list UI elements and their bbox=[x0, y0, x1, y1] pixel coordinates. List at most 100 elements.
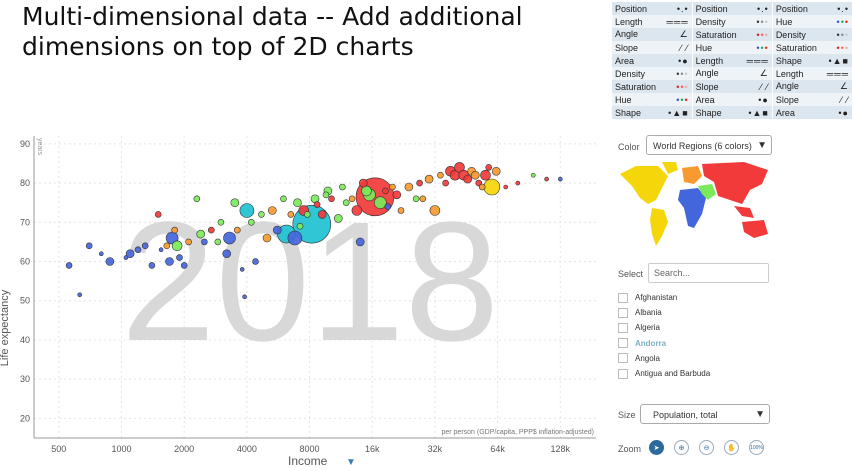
bubble[interactable] bbox=[296, 222, 304, 230]
bubble[interactable] bbox=[272, 225, 282, 235]
checkbox[interactable] bbox=[618, 368, 628, 379]
map-region-africa[interactable] bbox=[678, 188, 706, 228]
bubble[interactable] bbox=[180, 262, 188, 269]
bubble[interactable] bbox=[105, 257, 115, 266]
country-list-item[interactable]: Andorra bbox=[618, 336, 848, 351]
zoom-in-icon[interactable]: ⊕ bbox=[674, 440, 689, 455]
bubble[interactable] bbox=[77, 292, 82, 298]
bubble[interactable] bbox=[392, 190, 402, 200]
search-input[interactable]: Search... bbox=[648, 263, 769, 283]
hand-icon[interactable]: ✋ bbox=[724, 440, 739, 455]
bubble[interactable] bbox=[185, 238, 192, 246]
bubble[interactable] bbox=[480, 169, 491, 181]
bubble[interactable] bbox=[252, 258, 259, 265]
bubble[interactable] bbox=[544, 176, 549, 182]
country-list-item[interactable]: Algeria bbox=[618, 320, 848, 335]
bubble[interactable] bbox=[85, 242, 93, 250]
bubble[interactable] bbox=[442, 179, 449, 187]
map-region-americas-north[interactable] bbox=[620, 166, 668, 204]
bubble[interactable] bbox=[196, 229, 205, 239]
bubble[interactable] bbox=[491, 166, 501, 176]
bubble[interactable] bbox=[355, 237, 365, 247]
bubble[interactable] bbox=[515, 180, 521, 186]
bubble[interactable] bbox=[373, 196, 387, 209]
country-list-item[interactable]: Antigua and Barbuda bbox=[618, 366, 848, 381]
bubble[interactable] bbox=[222, 249, 231, 258]
country-list-item[interactable]: Afghanistan bbox=[618, 290, 848, 305]
zoom-100-button[interactable]: 100% bbox=[749, 440, 764, 455]
bubble[interactable] bbox=[351, 205, 363, 216]
bubble[interactable] bbox=[148, 262, 156, 269]
bubble[interactable] bbox=[389, 183, 396, 191]
bubble[interactable] bbox=[429, 205, 441, 216]
map-region-americas-south[interactable] bbox=[650, 208, 668, 246]
bubble[interactable] bbox=[478, 183, 486, 191]
world-map[interactable] bbox=[618, 160, 772, 250]
checkbox[interactable] bbox=[618, 322, 628, 333]
bubble[interactable] bbox=[165, 257, 174, 266]
map-region-europe[interactable] bbox=[682, 166, 702, 184]
size-select[interactable]: Population, total ▼ bbox=[640, 404, 770, 424]
bubble[interactable] bbox=[239, 203, 255, 218]
bubble[interactable] bbox=[262, 233, 272, 243]
checkbox[interactable] bbox=[618, 353, 628, 364]
bubble[interactable] bbox=[557, 176, 563, 182]
bubble[interactable] bbox=[358, 178, 368, 188]
country-list-item[interactable]: Albania bbox=[618, 305, 848, 320]
bubble[interactable] bbox=[483, 178, 501, 196]
bubble[interactable] bbox=[303, 211, 311, 218]
bubble[interactable] bbox=[123, 255, 129, 260]
checkbox[interactable] bbox=[618, 292, 628, 303]
cursor-icon[interactable]: ➤ bbox=[649, 440, 664, 455]
bubble[interactable] bbox=[163, 242, 171, 250]
bubble[interactable] bbox=[416, 179, 423, 187]
bubble[interactable] bbox=[397, 207, 405, 214]
bubble[interactable] bbox=[193, 195, 201, 203]
bubble[interactable] bbox=[333, 214, 343, 223]
map-region-mideast[interactable] bbox=[698, 184, 716, 200]
bubble[interactable] bbox=[171, 226, 178, 234]
bubble[interactable] bbox=[404, 182, 414, 192]
bubble[interactable] bbox=[239, 267, 245, 272]
bubble[interactable] bbox=[328, 195, 335, 203]
bubble[interactable] bbox=[230, 198, 240, 207]
bubble[interactable] bbox=[99, 251, 104, 256]
bubble[interactable] bbox=[361, 185, 372, 197]
bubble[interactable] bbox=[485, 164, 493, 171]
map-region-asia[interactable] bbox=[702, 162, 768, 204]
bubble[interactable] bbox=[339, 183, 346, 191]
checkbox[interactable] bbox=[618, 338, 628, 349]
bubble[interactable] bbox=[214, 238, 222, 246]
bubble[interactable] bbox=[217, 219, 225, 226]
bubble[interactable] bbox=[322, 191, 330, 199]
bubble[interactable] bbox=[287, 230, 303, 246]
bubble[interactable] bbox=[287, 211, 295, 218]
bubble[interactable] bbox=[470, 170, 480, 180]
bubble[interactable] bbox=[419, 195, 427, 203]
bubble[interactable] bbox=[134, 246, 142, 253]
bubble[interactable] bbox=[234, 226, 241, 234]
country-list-item[interactable]: Angola bbox=[618, 351, 848, 366]
bubble[interactable] bbox=[382, 187, 389, 195]
bubble[interactable] bbox=[154, 211, 162, 218]
bubble[interactable] bbox=[171, 240, 183, 252]
bubble[interactable] bbox=[267, 206, 277, 215]
bubble[interactable] bbox=[176, 254, 183, 261]
bubble[interactable] bbox=[424, 174, 434, 184]
bubble[interactable] bbox=[463, 174, 473, 184]
bubble[interactable] bbox=[158, 247, 164, 252]
map-region-asia-south[interactable] bbox=[734, 206, 754, 218]
bubble[interactable] bbox=[125, 249, 135, 258]
bubble[interactable] bbox=[242, 294, 247, 300]
bubble[interactable] bbox=[348, 195, 356, 203]
bubble[interactable] bbox=[293, 198, 302, 207]
bubble[interactable] bbox=[412, 195, 420, 203]
bubble[interactable] bbox=[65, 262, 73, 269]
zoom-out-icon[interactable]: ⊖ bbox=[699, 440, 714, 455]
map-region-greenland[interactable] bbox=[662, 162, 678, 174]
bubble[interactable] bbox=[223, 231, 236, 245]
bubble[interactable] bbox=[503, 184, 509, 190]
map-region-oceania[interactable] bbox=[742, 220, 768, 238]
color-select[interactable]: World Regions (6 colors) ▼ bbox=[646, 135, 772, 155]
bubble[interactable] bbox=[342, 199, 350, 206]
